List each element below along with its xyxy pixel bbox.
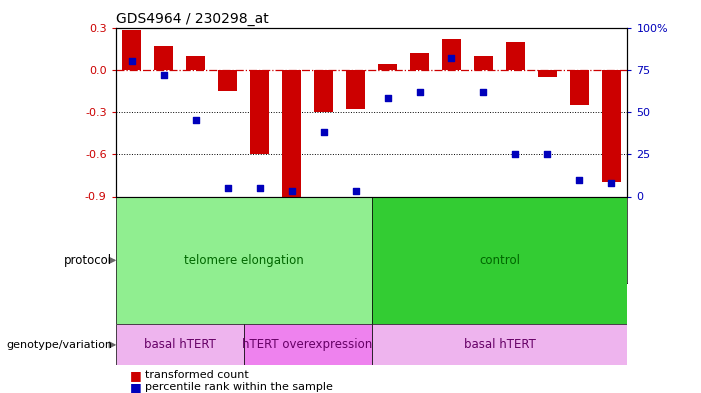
Point [542, 151, 553, 157]
Text: GSM1019101: GSM1019101 [479, 199, 488, 260]
Text: GSM1019098: GSM1019098 [383, 199, 392, 260]
Text: ■: ■ [130, 380, 145, 393]
Point [350, 188, 361, 195]
Point [158, 72, 169, 78]
Text: GSM1019110: GSM1019110 [127, 199, 136, 260]
Point [414, 88, 425, 95]
Bar [442, 39, 461, 70]
Text: GDS4964 / 230298_at: GDS4964 / 230298_at [116, 13, 268, 26]
Point [222, 185, 233, 191]
Text: telomere elongation: telomere elongation [184, 254, 304, 267]
Bar [474, 56, 493, 70]
Text: hTERT overexpression: hTERT overexpression [243, 338, 373, 351]
Bar [250, 70, 269, 154]
Bar [282, 70, 301, 196]
Text: GSM1019111: GSM1019111 [159, 199, 168, 260]
Point [446, 55, 457, 61]
Text: protocol: protocol [64, 254, 112, 267]
Bar [372, 324, 627, 365]
Text: GSM1019113: GSM1019113 [223, 199, 232, 260]
Bar [410, 53, 429, 70]
Text: GSM1019107: GSM1019107 [543, 199, 552, 260]
Bar [570, 70, 589, 105]
Bar [346, 70, 365, 109]
Bar [601, 70, 621, 182]
Point [190, 117, 201, 123]
Point [318, 129, 329, 136]
Bar [314, 70, 333, 112]
Text: GSM1019103: GSM1019103 [287, 199, 296, 260]
Point [126, 58, 137, 64]
Text: basal hTERT: basal hTERT [144, 338, 216, 351]
Text: genotype/variation: genotype/variation [6, 340, 112, 350]
Text: transformed count: transformed count [145, 370, 249, 380]
Point [478, 88, 489, 95]
Bar [372, 196, 627, 324]
Bar [116, 324, 244, 365]
Text: GSM1019099: GSM1019099 [415, 199, 424, 260]
Bar [116, 196, 372, 324]
Bar [506, 42, 525, 70]
Text: GSM1019100: GSM1019100 [447, 199, 456, 260]
Bar [154, 46, 173, 70]
Point [510, 151, 521, 157]
Bar [186, 56, 205, 70]
Point [606, 180, 617, 186]
Bar [218, 70, 237, 91]
Bar [244, 324, 372, 365]
Text: percentile rank within the sample: percentile rank within the sample [145, 382, 333, 392]
Text: control: control [479, 254, 520, 267]
Text: basal hTERT: basal hTERT [463, 338, 536, 351]
Text: GSM1019104: GSM1019104 [319, 199, 328, 260]
Point [286, 188, 297, 195]
Text: ■: ■ [130, 369, 145, 382]
Text: GSM1019106: GSM1019106 [511, 199, 520, 260]
Text: GSM1019112: GSM1019112 [191, 199, 200, 260]
Bar [378, 64, 397, 70]
Text: GSM1019105: GSM1019105 [351, 199, 360, 260]
Text: GSM1019108: GSM1019108 [575, 199, 584, 260]
Point [574, 176, 585, 183]
Bar [122, 30, 141, 70]
Text: GSM1019109: GSM1019109 [607, 199, 616, 260]
Point [382, 95, 393, 102]
Point [254, 185, 265, 191]
Text: GSM1019102: GSM1019102 [255, 199, 264, 260]
Bar [538, 70, 557, 77]
